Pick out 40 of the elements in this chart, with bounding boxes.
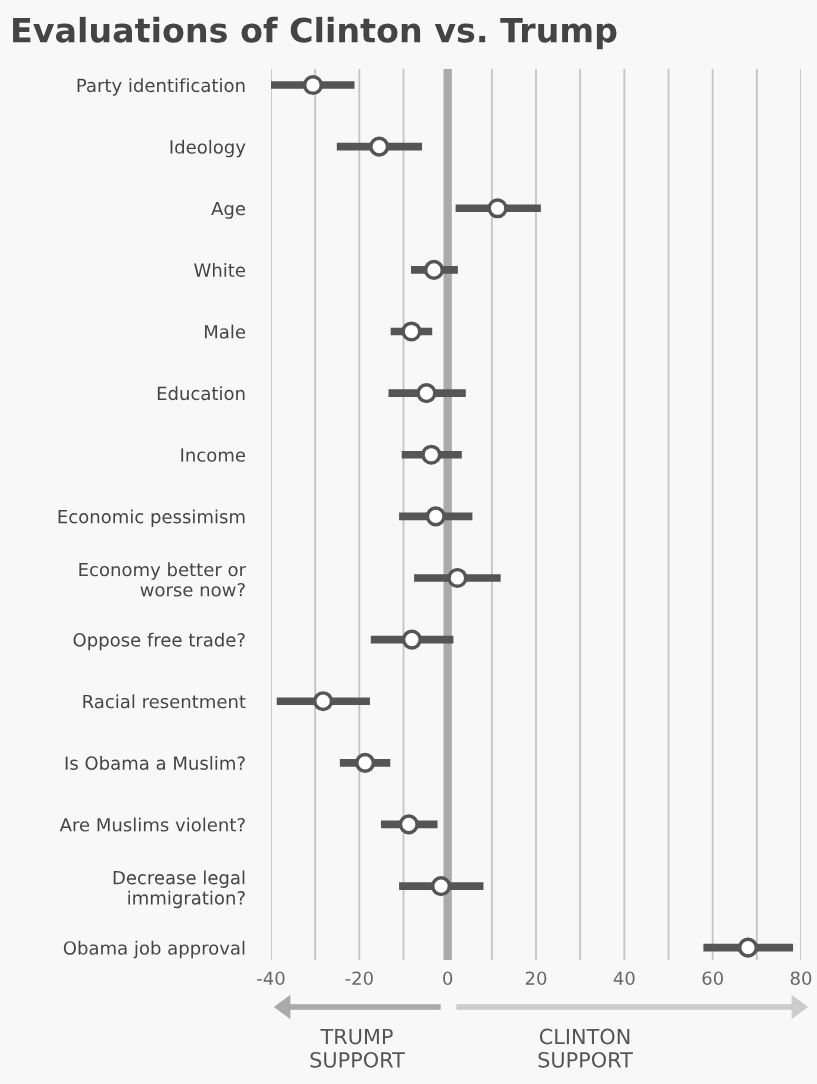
y-tick-label: Is Obama a Muslim? [65,755,245,770]
y-tick-label: Oppose free trade? [73,632,245,651]
y-tick-label: Ideology [170,139,246,158]
y-tick-label: Economic pessimism [58,509,245,527]
y-tick-label: Racial resentment [83,694,246,709]
point [398,814,419,835]
x-tick-label: 40 [613,971,635,986]
point [416,383,437,404]
text: CLINTON SUPPORT [538,1028,633,1068]
y-tick-label: Age [211,201,246,219]
point [430,875,452,897]
point [401,321,422,342]
point [425,506,446,527]
x-tick-label: -20 [345,971,373,986]
point [423,259,445,280]
point [737,937,759,958]
x-tick-label: -40 [257,971,285,986]
point [487,198,508,219]
y-tick-label: Obama job approval [63,940,245,959]
text: TRUMP SUPPORT [310,1028,405,1068]
x-tick-label: 0 [443,971,453,986]
point [401,629,422,650]
y-tick-label: Education [157,386,245,401]
y-tick-label: White [194,263,246,277]
y-tick-label: Income [181,448,246,462]
chart-title: Evaluations of Clinton vs. Trump [13,16,617,50]
point [447,567,468,589]
x-tick-label: 60 [702,971,723,986]
y-tick-label: Male [205,324,246,339]
point [421,444,442,465]
point [302,74,324,96]
point [369,136,390,157]
x-tick-label: 20 [525,971,547,986]
x-tick-label: 80 [790,971,812,986]
y-tick-label: Are Muslims violent? [59,817,245,832]
y-tick-label: Economy better or worse now? [79,562,246,597]
point [313,691,334,712]
y-tick-label: Decrease legal immigration? [113,870,245,909]
y-tick-label: Party identification [77,78,245,96]
point [355,752,376,773]
